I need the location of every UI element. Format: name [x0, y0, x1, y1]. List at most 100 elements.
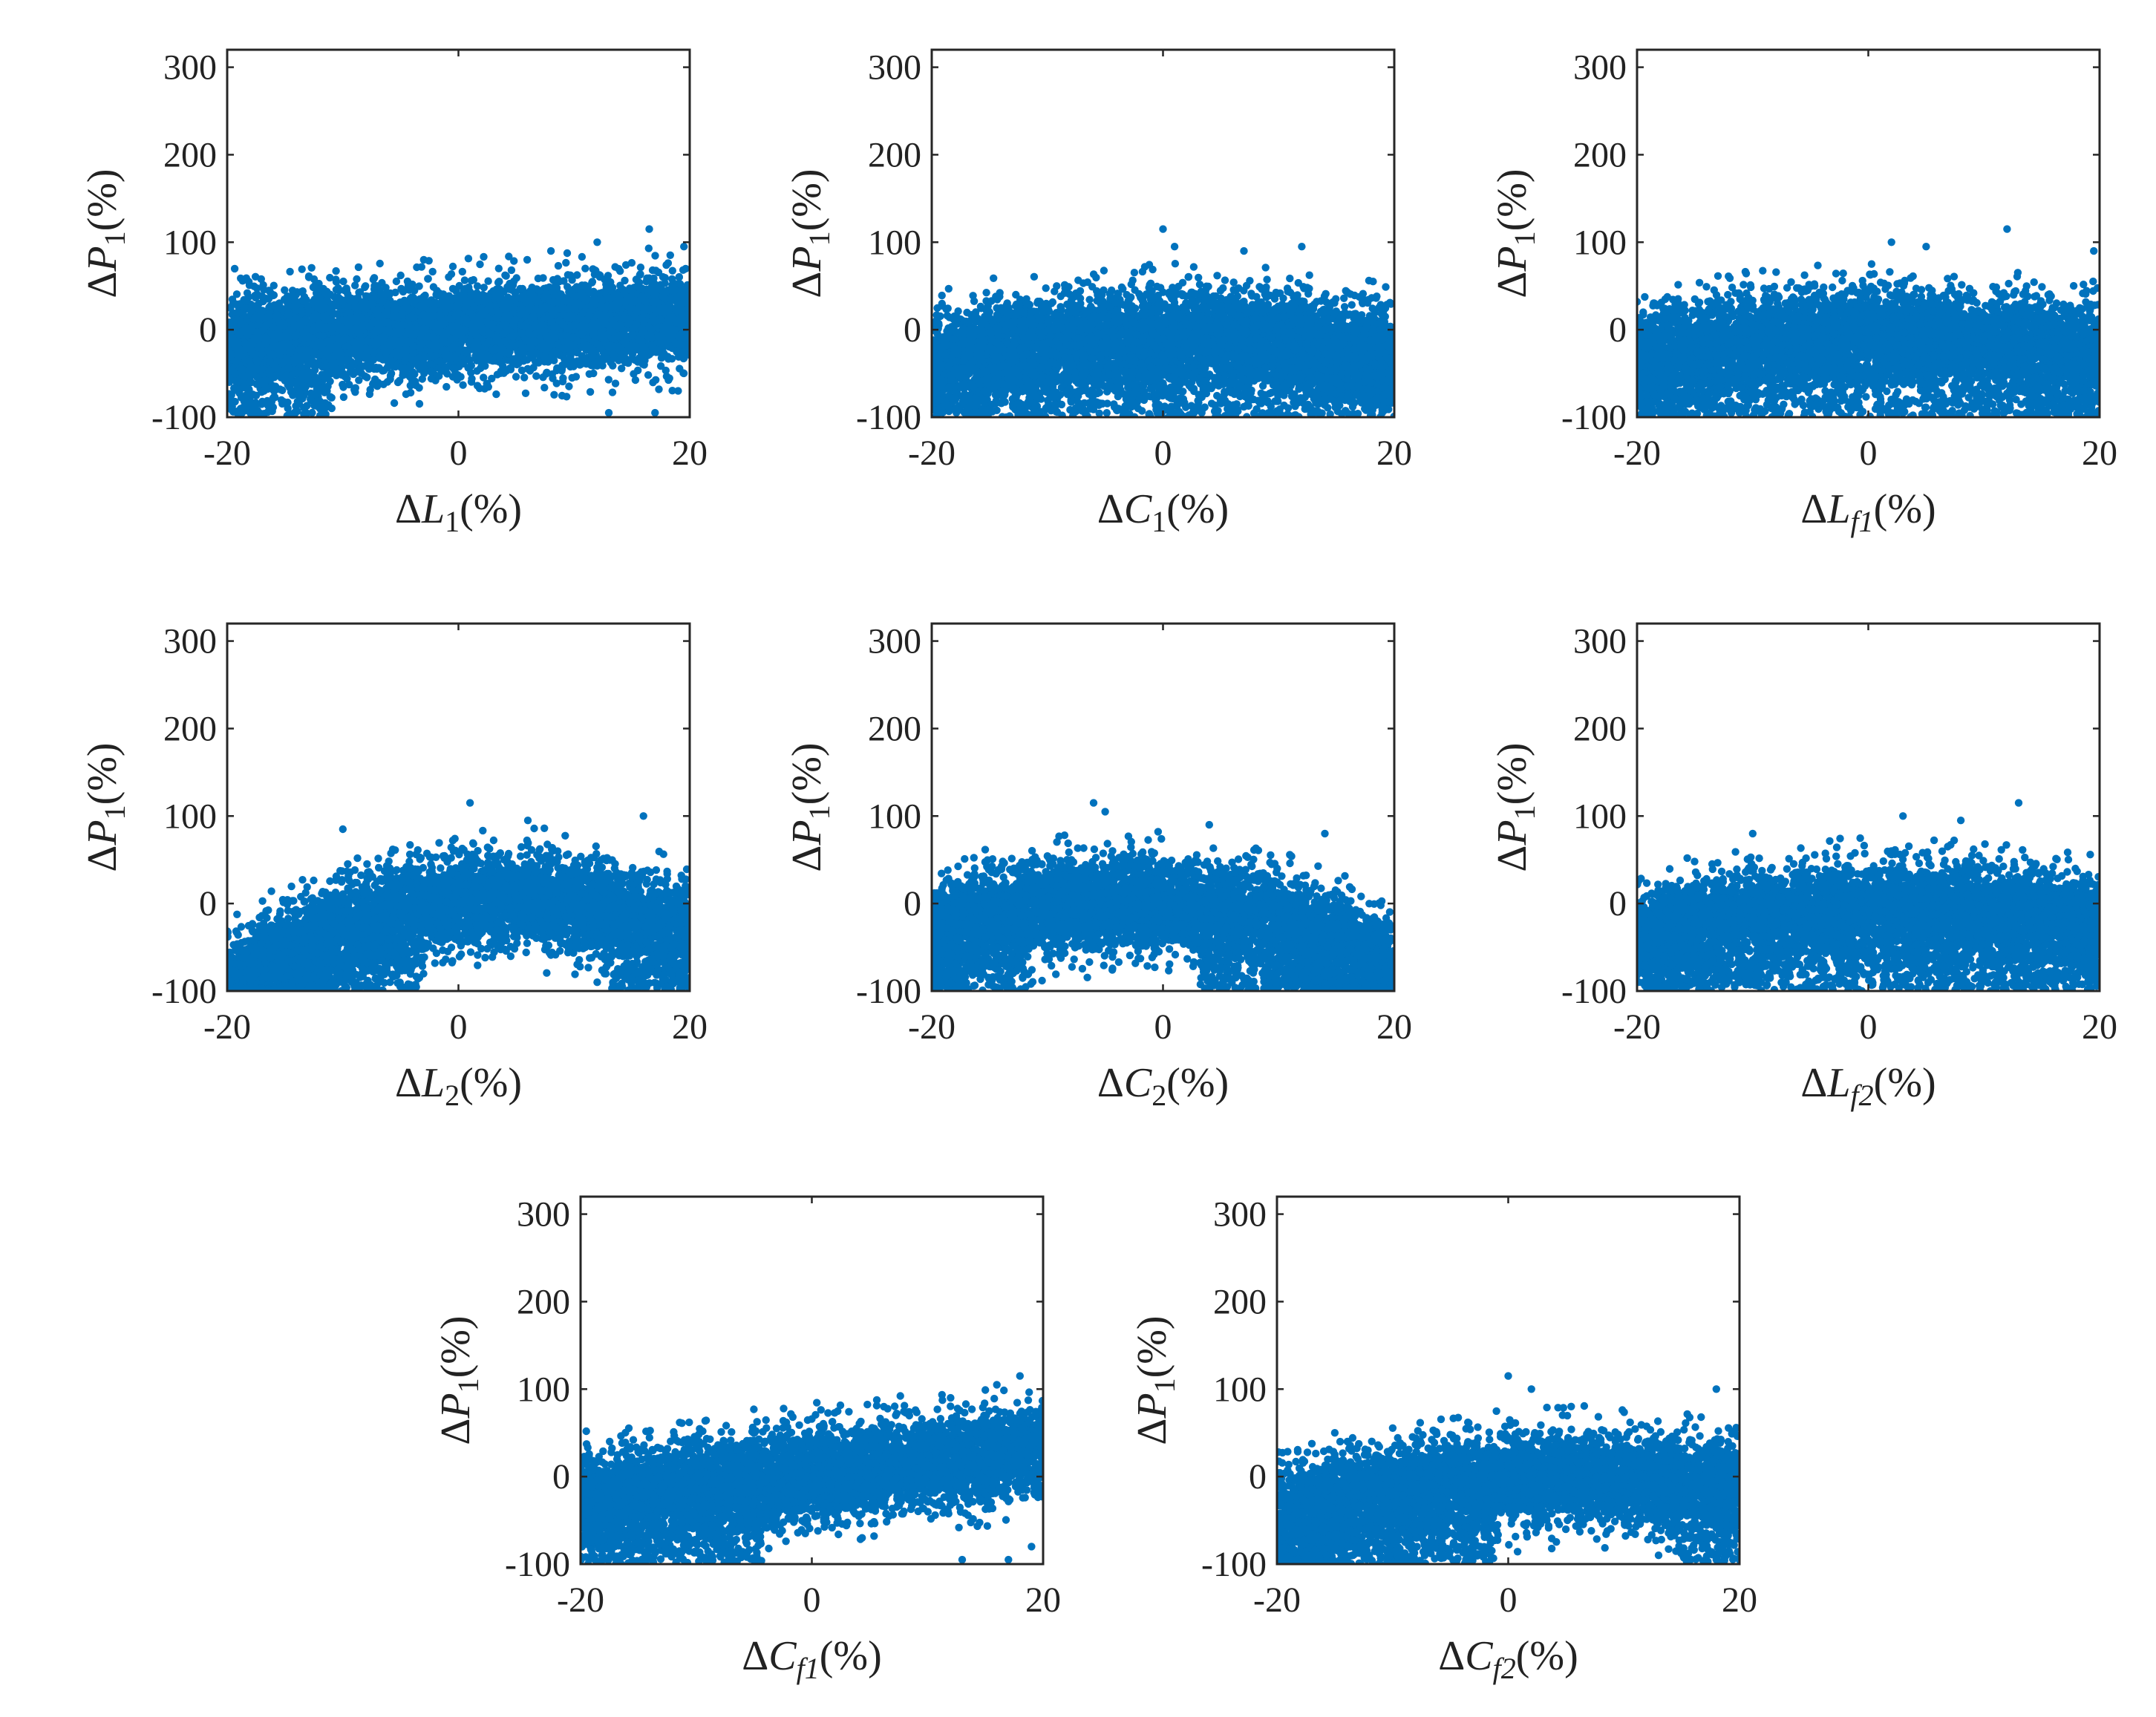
scatter-point [321, 323, 330, 331]
scatter-point [656, 362, 665, 370]
scatter-point [571, 304, 579, 313]
scatter-point [667, 355, 676, 363]
scatter-point [351, 281, 359, 290]
scatter-point [581, 264, 589, 272]
scatter-point [650, 290, 658, 298]
scatter-point [681, 341, 689, 350]
scatter-point [581, 281, 589, 290]
scatter-point [507, 266, 516, 275]
scatter-point [567, 312, 576, 320]
scatter-point [604, 376, 612, 384]
scatter-point [278, 305, 286, 313]
scatter-point [636, 270, 644, 278]
scatter-point [364, 353, 372, 361]
scatter-point [615, 294, 623, 302]
scatter-point [636, 285, 644, 293]
scatter-point [488, 374, 496, 383]
scatter-point [680, 354, 688, 362]
scatter-point [281, 286, 289, 294]
scatter-point [675, 272, 683, 281]
scatter-point [378, 278, 386, 287]
scatter-point [435, 372, 443, 380]
scatter-point [257, 275, 265, 284]
scatter-point [459, 359, 467, 367]
scatter-point [512, 315, 520, 324]
scatter-point [532, 285, 541, 293]
scatter-point [611, 379, 620, 387]
scatter-point [291, 300, 300, 308]
scatter-point [436, 357, 444, 365]
scatter-point [510, 277, 518, 286]
scatter-point [518, 329, 526, 338]
scatter-point [620, 287, 628, 295]
scatter-point [621, 358, 630, 367]
scatter-point [604, 343, 612, 351]
scatter-point [509, 333, 517, 341]
scatter-point [657, 346, 665, 354]
scatter-point [636, 354, 644, 362]
scatter-point [284, 310, 293, 319]
scatter-point [467, 362, 475, 370]
scatter-point [582, 295, 590, 304]
scatter-point [679, 298, 687, 307]
scatter-point [627, 287, 636, 295]
scatter-point [601, 275, 609, 284]
scatter-point [355, 376, 363, 385]
scatter-point [396, 298, 405, 307]
scatter-point [235, 309, 243, 317]
scatter-point [424, 275, 432, 283]
scatter-point [361, 283, 369, 292]
scatter-point [229, 309, 237, 317]
scatter-point [532, 372, 540, 380]
scatter-point [520, 373, 529, 382]
scatter-point [569, 333, 577, 341]
scatter-point [416, 362, 425, 370]
scatter-point [232, 323, 240, 331]
scatter-point [568, 276, 576, 284]
scatter-point [495, 278, 503, 286]
scatter-point [485, 337, 493, 345]
scatter-point [416, 344, 424, 352]
scatter-point [410, 296, 418, 304]
scatter-point [362, 344, 370, 353]
scatter-point [267, 350, 276, 359]
scatter-point [621, 261, 630, 269]
scatter-point [509, 360, 517, 369]
scatter-point [298, 307, 306, 315]
scatter-point [411, 287, 419, 295]
scatter-point [323, 296, 332, 304]
scatter-point [573, 271, 581, 279]
scatter-point [257, 307, 266, 315]
scatter-point [477, 361, 486, 369]
scatter-point [241, 345, 249, 354]
scatter-point [353, 275, 361, 284]
scatter-point [420, 369, 428, 378]
scatter-point [480, 284, 488, 292]
scatter-point [353, 344, 361, 352]
scatter-point [362, 362, 370, 370]
scatter-point [453, 376, 461, 384]
scatter-point [361, 372, 369, 380]
scatter-point [564, 304, 572, 313]
scatter-point [246, 307, 255, 315]
scatter-point [347, 318, 356, 326]
scatter-point [372, 307, 380, 315]
scatter-point [356, 288, 365, 296]
scatter-point [429, 283, 438, 291]
scatter-point [579, 309, 587, 317]
scatter-point [232, 300, 240, 308]
scatter-point [571, 292, 580, 301]
scatter-point [269, 291, 277, 300]
scatter-point [683, 281, 690, 290]
scatter-point [473, 282, 482, 290]
scatter-point [379, 333, 388, 341]
scatter-point [669, 331, 677, 339]
scatter-point [549, 298, 558, 307]
scatter-point [627, 258, 636, 267]
scatter-point [561, 359, 569, 367]
scatter-point [431, 352, 440, 360]
scatter-point [332, 286, 341, 294]
scatter-point [399, 368, 408, 377]
